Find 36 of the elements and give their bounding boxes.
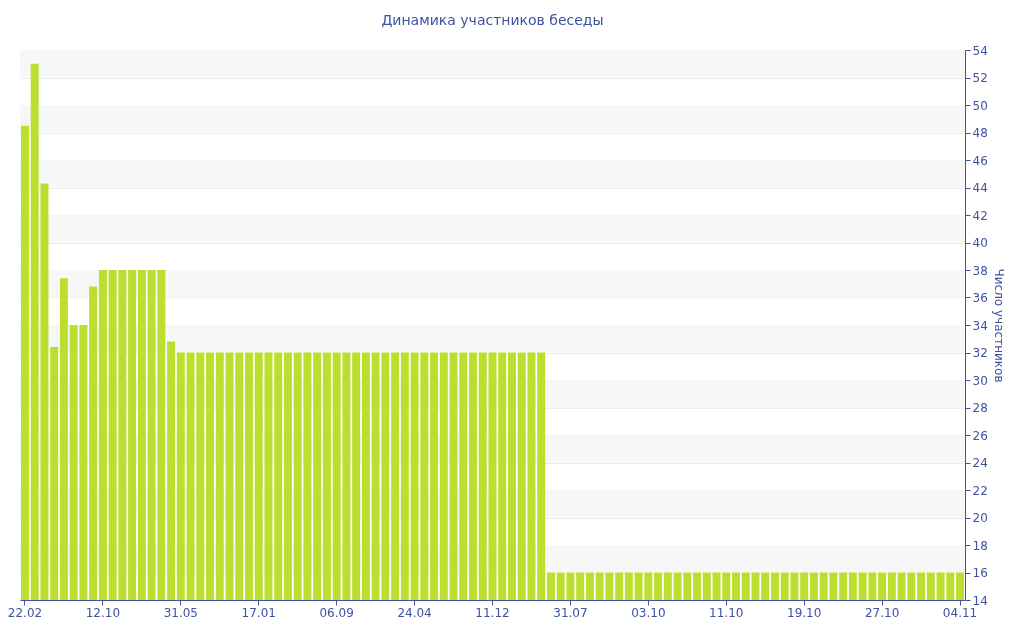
y2-tick-label: 18 xyxy=(972,538,988,553)
y2-tick-label: 38 xyxy=(972,263,988,278)
y2-tick-label: 50 xyxy=(972,98,988,113)
x-tick-label: 31.05 xyxy=(163,605,198,620)
y2-tick-label: 30 xyxy=(972,373,988,388)
y2-tick-label: 20 xyxy=(972,511,988,525)
x-tick-label: 19.10 xyxy=(787,605,822,620)
y2-tick-label: 16 xyxy=(972,566,988,580)
x-tick-label: 17.01 xyxy=(241,605,276,620)
x-tick-label: 31.07 xyxy=(553,605,588,620)
y2-tick-label: 40 xyxy=(972,236,988,250)
y2-tick-label: 52 xyxy=(972,71,988,85)
y2-tick-label: 24 xyxy=(972,456,988,470)
x-tick-label: 04.11 xyxy=(942,605,978,620)
y2-tick-label: 22 xyxy=(972,483,988,498)
y2-tick-label: 48 xyxy=(972,126,988,140)
x-tick-label: 03.10 xyxy=(631,605,666,620)
y2-tick-label: 26 xyxy=(972,428,988,443)
y2-tick-label: 46 xyxy=(972,153,988,168)
y2-axis-title: Число участников xyxy=(991,268,1006,383)
x-tick-label: 11.10 xyxy=(709,605,744,620)
y2-tick-label: 54 xyxy=(972,43,988,58)
x-tick-label: 11.12 xyxy=(475,605,510,620)
y2-tick-label: 14 xyxy=(972,593,988,608)
y2-tick-label: 42 xyxy=(972,208,988,223)
y2-tick-label: 36 xyxy=(972,291,988,305)
x-tick-label: 24.04 xyxy=(397,605,432,620)
x-tick-label: 22.02 xyxy=(7,605,43,620)
x-tick-label: 06.09 xyxy=(319,605,354,620)
y2-tick-label: 34 xyxy=(972,318,988,333)
y2-tick-label: 28 xyxy=(972,401,988,415)
x-tick-label: 12.10 xyxy=(85,605,121,620)
y2-tick-label: 32 xyxy=(972,346,988,360)
chart-title: Динамика участников беседы xyxy=(381,12,604,28)
x-tick-label: 27.10 xyxy=(864,605,900,620)
y2-tick-label: 44 xyxy=(972,181,988,195)
